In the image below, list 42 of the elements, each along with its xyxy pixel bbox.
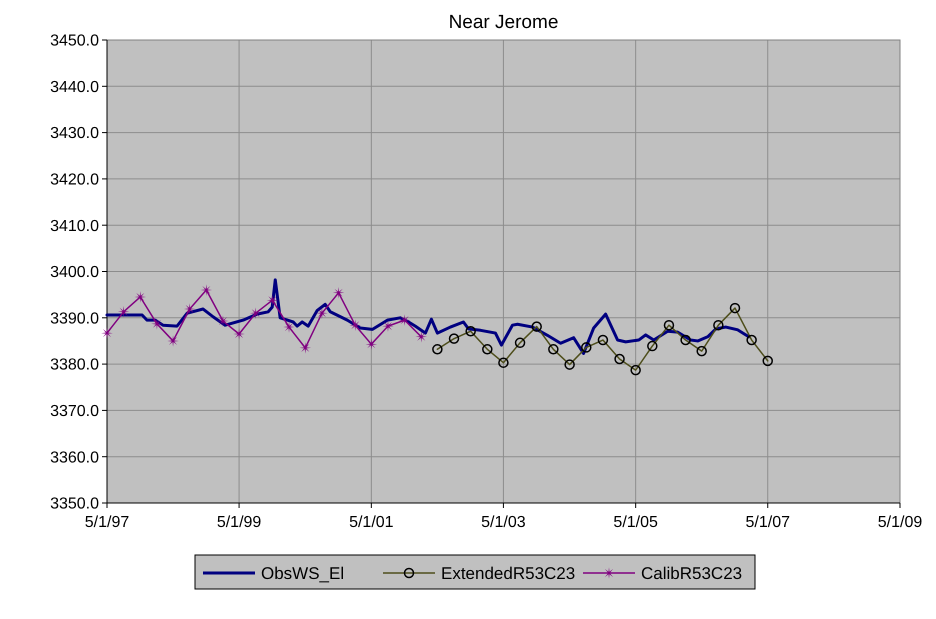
point [300,342,312,354]
y-tick-label: 3380.0 [50,356,100,374]
point [151,318,163,330]
point [382,320,394,332]
point [266,294,278,306]
x-tick-label: 5/1/01 [349,514,394,531]
legend-label: ObsWS_El [261,564,344,583]
legend-label: ExtendedR53C23 [441,564,576,583]
x-tick-label: 5/1/03 [481,514,526,531]
point [283,321,295,333]
y-tick-label: 3410.0 [50,218,100,235]
y-tick-label: 3350.0 [50,496,100,513]
y-tick-label: 3400.0 [50,264,100,282]
point [134,291,146,303]
x-tick-label: 5/1/07 [746,514,790,531]
x-tick-label: 5/1/05 [613,514,658,531]
x-tick-label: 5/1/97 [84,514,130,531]
point [167,335,179,347]
legend-label: CalibR53C23 [641,564,742,583]
y-tick-label: 3420.0 [50,172,100,188]
point [415,330,428,343]
point [184,303,196,315]
y-tick-label: 3390.0 [50,310,100,328]
point [200,284,212,296]
y-tick-label: 3430.0 [50,125,100,142]
point [250,307,262,319]
point [316,307,328,319]
point [349,319,362,332]
y-tick-label: 3370.0 [50,403,100,420]
point [233,328,245,340]
point [101,327,113,339]
chart-title: Near Jerome [448,12,558,33]
point [217,315,229,327]
point [398,314,410,326]
y-tick-label: 3440.0 [50,78,100,96]
x-tick-label: 5/1/09 [878,514,922,531]
y-tick-label: 3360.0 [50,449,100,466]
point [118,306,130,318]
y-tick-label: 3450.0 [50,32,100,50]
point [366,338,378,350]
x-tick-label: 5/1/99 [216,514,262,531]
point [332,287,344,299]
